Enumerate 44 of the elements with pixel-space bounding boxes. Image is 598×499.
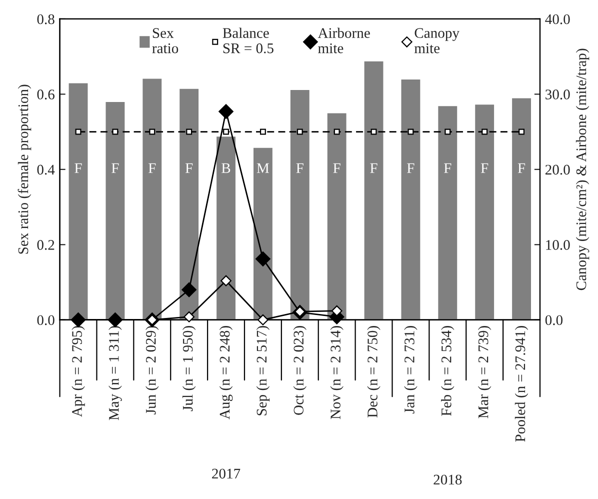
x-tick-label: Mar (n = 2 739) — [478, 326, 492, 418]
y-axis-title: Sex ratio (female proportion) — [18, 84, 32, 254]
y2-tick-label: 20.0 — [545, 164, 570, 175]
y2-tick-label: 30.0 — [546, 90, 570, 100]
x-tick-label: Aug (n = 2 248) — [219, 326, 233, 420]
x-tick-label: Jun (n = 2 029) — [146, 326, 159, 414]
y-tick-label: 0.6 — [37, 90, 55, 100]
text: 2017 — [212, 468, 240, 479]
y2-tick-label: 10.0 — [546, 240, 570, 250]
annotation: M — [256, 163, 270, 173]
y-tick-label: 0.2 — [37, 240, 54, 250]
x-tick-label: Oct (n = 2 023) — [293, 326, 307, 415]
x-tick-label: Dec (n = 2 750) — [367, 326, 380, 418]
y-tick-label: 0.0 — [37, 315, 54, 326]
x-tick-label: Nov (n = 2 314) — [330, 326, 344, 420]
annotation: F — [480, 163, 488, 173]
annotation: F — [185, 163, 193, 173]
legend-label: Balance SR = 0.5 — [222, 28, 274, 54]
y2-axis-title: Canopy (mite/cm²) & Airbone (mite/trap) — [576, 48, 590, 290]
legend-label: Airborne mite — [318, 28, 370, 54]
annotation: F — [444, 163, 452, 173]
x-tick-label: Jul (n = 1 950) — [182, 326, 196, 412]
x-tick-label: Pooled (n = 27.941) — [514, 326, 528, 442]
annotation: B — [222, 163, 230, 173]
y-tick-label: 0.4 — [37, 164, 55, 175]
y-tick-label: 0.8 — [37, 14, 54, 24]
annotation: F — [112, 163, 119, 173]
legend-label: Canopy mite — [414, 28, 460, 54]
x-tick-label: Jan (n = 2 731) — [404, 326, 418, 414]
annotation: F — [333, 163, 340, 173]
x-tick-label: Sep (n = 2 517) — [256, 326, 270, 416]
x-tick-label: Feb (n = 2 534) — [441, 326, 454, 416]
y2-tick-label: 0.0 — [545, 315, 563, 326]
annotation: F — [296, 163, 304, 173]
x-tick-label: May (n = 1 311) — [108, 326, 122, 420]
y2-tick-label: 40.0 — [545, 14, 570, 24]
annotation: F — [518, 163, 526, 173]
annotation: F — [407, 163, 414, 173]
annotation: F — [370, 163, 378, 173]
text: 2018 — [434, 474, 462, 485]
x-tick-label: Apr (n = 2 795) — [72, 326, 85, 417]
annotation: F — [148, 163, 156, 173]
legend-label: Sex ratio — [152, 28, 178, 54]
annotation: F — [74, 163, 82, 173]
